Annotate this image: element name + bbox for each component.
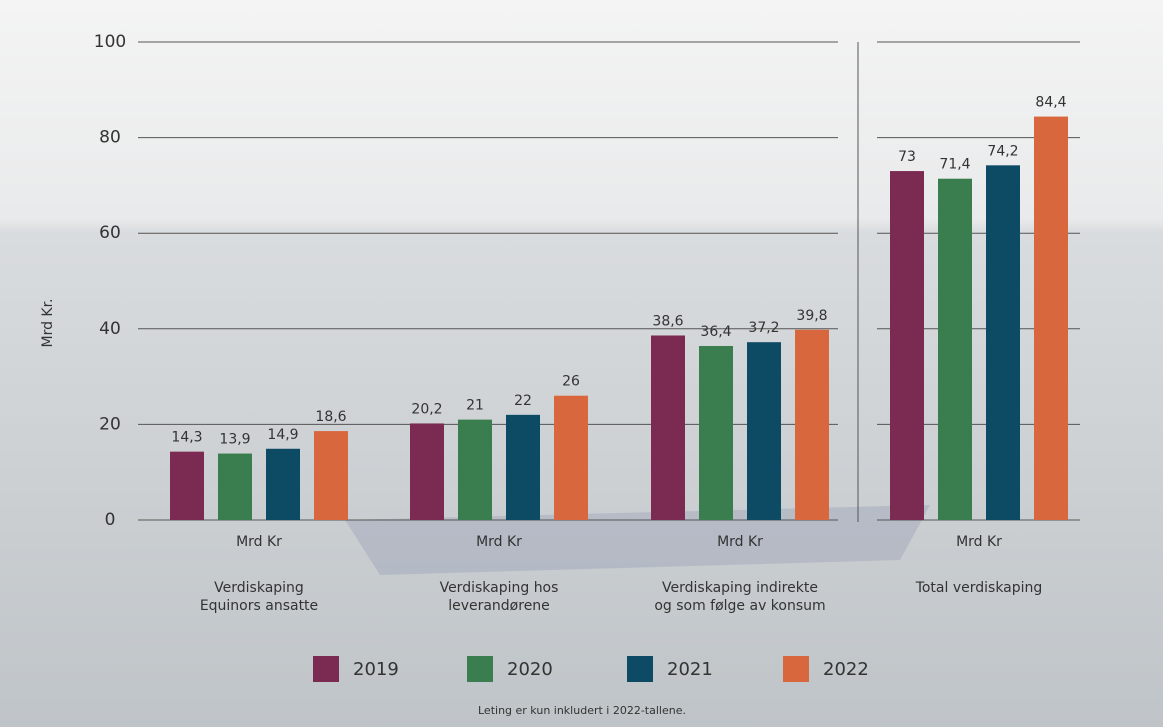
legend-label: 2021: [667, 659, 713, 680]
bar: [699, 346, 733, 520]
value-label: 20,2: [411, 401, 442, 417]
legend-label: 2020: [507, 659, 553, 680]
bar: [986, 165, 1020, 520]
legend-swatch: [313, 656, 339, 682]
category-unit: Mrd Kr: [717, 534, 763, 550]
bar: [938, 178, 972, 520]
legend-swatch: [627, 656, 653, 682]
category-unit: Mrd Kr: [956, 534, 1002, 550]
value-label: 73: [898, 149, 916, 165]
x-tick-label: Verdiskaping hos leverandørene: [440, 580, 559, 614]
bar: [458, 419, 492, 520]
value-label: 36,4: [700, 324, 731, 340]
category-unit: Mrd Kr: [236, 534, 282, 550]
bar: [266, 448, 300, 520]
ship-silhouette: [345, 505, 930, 575]
y-tick-label: 40: [99, 319, 121, 339]
value-label: 38,6: [652, 313, 683, 329]
bar: [506, 414, 540, 520]
value-label: 21: [466, 398, 484, 414]
bar: [747, 342, 781, 520]
value-label: 74,2: [987, 143, 1018, 159]
bar: [795, 329, 829, 520]
value-label: 37,2: [748, 320, 779, 336]
y-tick-label: 0: [105, 510, 116, 530]
value-label: 71,4: [939, 157, 970, 173]
legend-swatch: [783, 656, 809, 682]
bar: [170, 451, 204, 520]
footnote: Leting er kun inkludert i 2022-tallene.: [478, 704, 686, 717]
value-label: 18,6: [315, 409, 346, 425]
bar: [410, 423, 444, 520]
y-tick-label: 20: [99, 414, 121, 434]
value-label: 39,8: [796, 308, 827, 324]
value-label: 14,9: [267, 427, 298, 443]
y-axis-label: Mrd Kr.: [40, 298, 56, 347]
y-tick-label: 100: [94, 32, 126, 52]
bar: [651, 335, 685, 520]
value-label: 84,4: [1035, 95, 1066, 111]
value-label: 14,3: [171, 430, 202, 446]
y-tick-label: 80: [99, 128, 121, 148]
legend-swatch: [467, 656, 493, 682]
bar: [218, 453, 252, 520]
x-tick-label: Total verdiskaping: [915, 580, 1043, 596]
x-tick-label: Verdiskaping Equinors ansatte: [200, 580, 318, 614]
bar: [1034, 116, 1068, 521]
y-tick-label: 60: [99, 223, 121, 243]
x-tick-label: Verdiskaping indirekte og som følge av ko…: [654, 580, 825, 614]
legend-label: 2022: [823, 659, 869, 680]
value-label: 26: [562, 374, 580, 390]
value-label: 13,9: [219, 432, 250, 448]
bar: [890, 171, 924, 520]
value-label: 22: [514, 393, 532, 409]
legend-label: 2019: [353, 659, 399, 680]
bar: [314, 431, 348, 520]
bar: [554, 395, 588, 520]
category-unit: Mrd Kr: [476, 534, 522, 550]
